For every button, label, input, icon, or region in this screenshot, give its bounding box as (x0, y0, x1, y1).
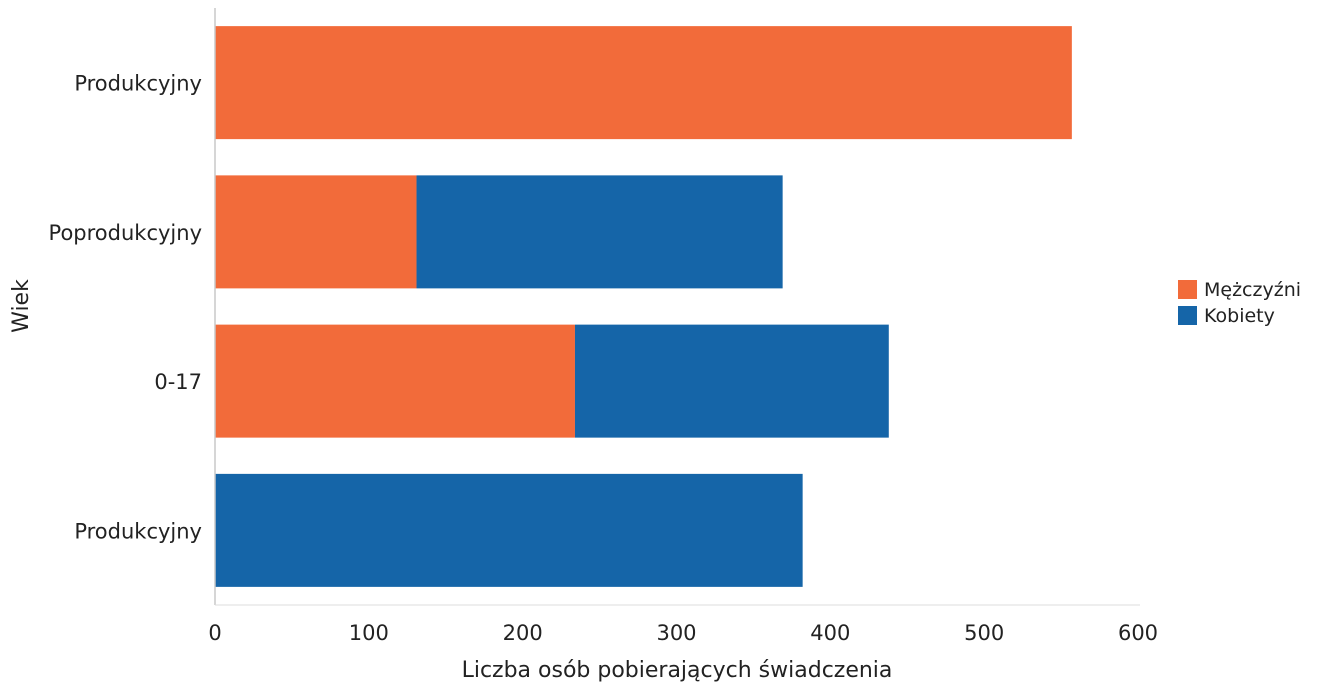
x-tick-label: 200 (503, 621, 543, 645)
bar-mezczyzni-2 (215, 324, 575, 438)
x-tick-label: 600 (1118, 621, 1158, 645)
x-tick-label: 0 (208, 621, 221, 645)
legend-label-kobiety: Kobiety (1204, 305, 1275, 327)
y-axis-title: Wiek (9, 279, 34, 333)
legend: Mężczyźni Kobiety (1178, 279, 1301, 327)
x-tick-label: 100 (349, 621, 389, 645)
y-tick-labels: Produkcyjny Poprodukcyjny 0-17 Produkcyjny (49, 72, 202, 544)
bar-mezczyzni-0 (215, 26, 1072, 140)
y-tick-label: Produkcyjny (74, 72, 202, 96)
legend-label-mezczyzni: Mężczyźni (1204, 279, 1301, 301)
bar-mezczyzni-1 (215, 175, 417, 289)
y-tick-label: Poprodukcyjny (49, 221, 202, 245)
legend-swatch-mezczyzni (1178, 280, 1197, 299)
y-tick-label: 0-17 (154, 370, 202, 394)
legend-swatch-kobiety (1178, 306, 1197, 325)
x-tick-labels: 0 100 200 300 400 500 600 (208, 621, 1158, 645)
bar-kobiety-1 (416, 175, 783, 289)
x-tick-label: 300 (656, 621, 696, 645)
x-tick-label: 500 (964, 621, 1004, 645)
bar-kobiety-3 (215, 473, 803, 587)
bars-group (215, 26, 1072, 587)
y-tick-label: Produkcyjny (74, 519, 202, 543)
x-axis-title: Liczba osób pobierających świadczenia (462, 658, 893, 683)
x-tick-label: 400 (810, 621, 850, 645)
bar-kobiety-2 (574, 324, 889, 438)
